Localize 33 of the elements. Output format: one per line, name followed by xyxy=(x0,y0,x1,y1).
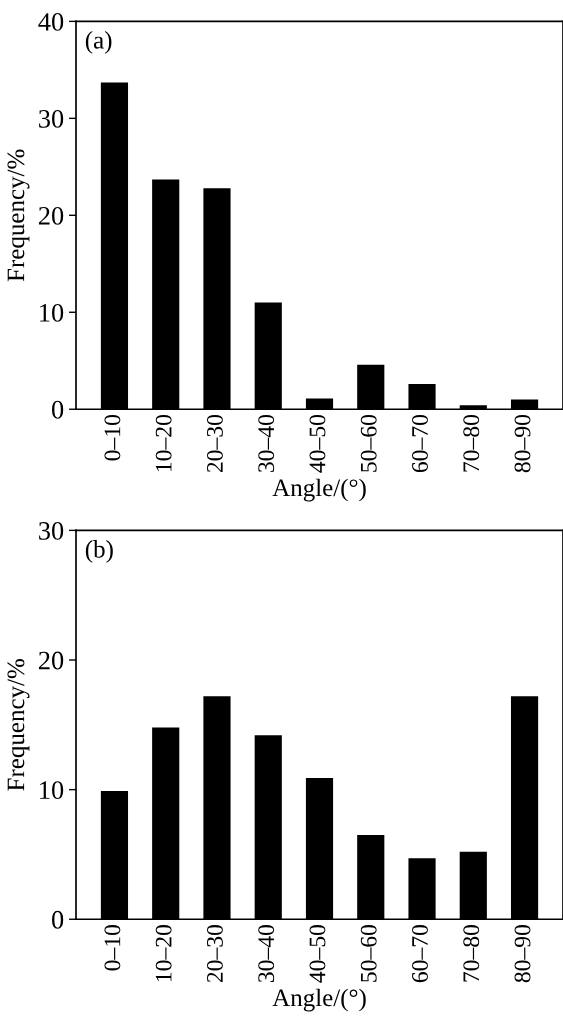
x-tick-label: 10–20 xyxy=(155,415,172,472)
annotation: (a) xyxy=(85,31,112,54)
y-tick-label: 40 xyxy=(38,12,64,31)
x-tick-label: 0–10 xyxy=(104,415,121,461)
x-tick-label: 0–10 xyxy=(104,925,121,971)
x-tick-label: 20–30 xyxy=(206,415,223,473)
x-tick-label: 30–40 xyxy=(258,925,275,983)
y-tick-label: 0 xyxy=(52,910,64,929)
x-tick-label: 70–80 xyxy=(463,925,480,982)
x-tick-label: 80–90 xyxy=(514,925,531,983)
x-tick-label: 40–50 xyxy=(309,415,326,473)
x-tick-label: 80–90 xyxy=(514,415,531,473)
y-tick-label: 20 xyxy=(38,651,64,670)
x-tick-label: 20–30 xyxy=(206,925,223,983)
y-tick-label: 10 xyxy=(40,303,64,322)
x-tick-label: 60–70 xyxy=(412,415,428,473)
y-tick-label: 0 xyxy=(52,400,64,419)
x-tick-label: 50–60 xyxy=(360,925,377,982)
y-tick-label: 20 xyxy=(38,206,64,225)
y-tick-label: 30 xyxy=(39,109,64,128)
x-axis-title: Angle/(°) xyxy=(272,478,366,502)
x-tick-label: 30–40 xyxy=(258,415,275,472)
x-tick-label: 10–20 xyxy=(155,925,172,982)
x-tick-label: 60–70 xyxy=(412,925,428,983)
y-axis-title: Frequency/% xyxy=(7,149,30,282)
x-tick-label: 40–50 xyxy=(309,925,326,983)
y-axis-title: Frequency/% xyxy=(7,659,30,791)
x-tick-label: 50–60 xyxy=(360,415,377,472)
x-tick-label: 70–80 xyxy=(463,415,480,472)
annotation: (b) xyxy=(85,540,113,563)
x-axis-title: Angle/(°) xyxy=(272,988,366,1012)
y-tick-label: 30 xyxy=(39,521,64,540)
y-tick-label: 10 xyxy=(40,781,64,800)
